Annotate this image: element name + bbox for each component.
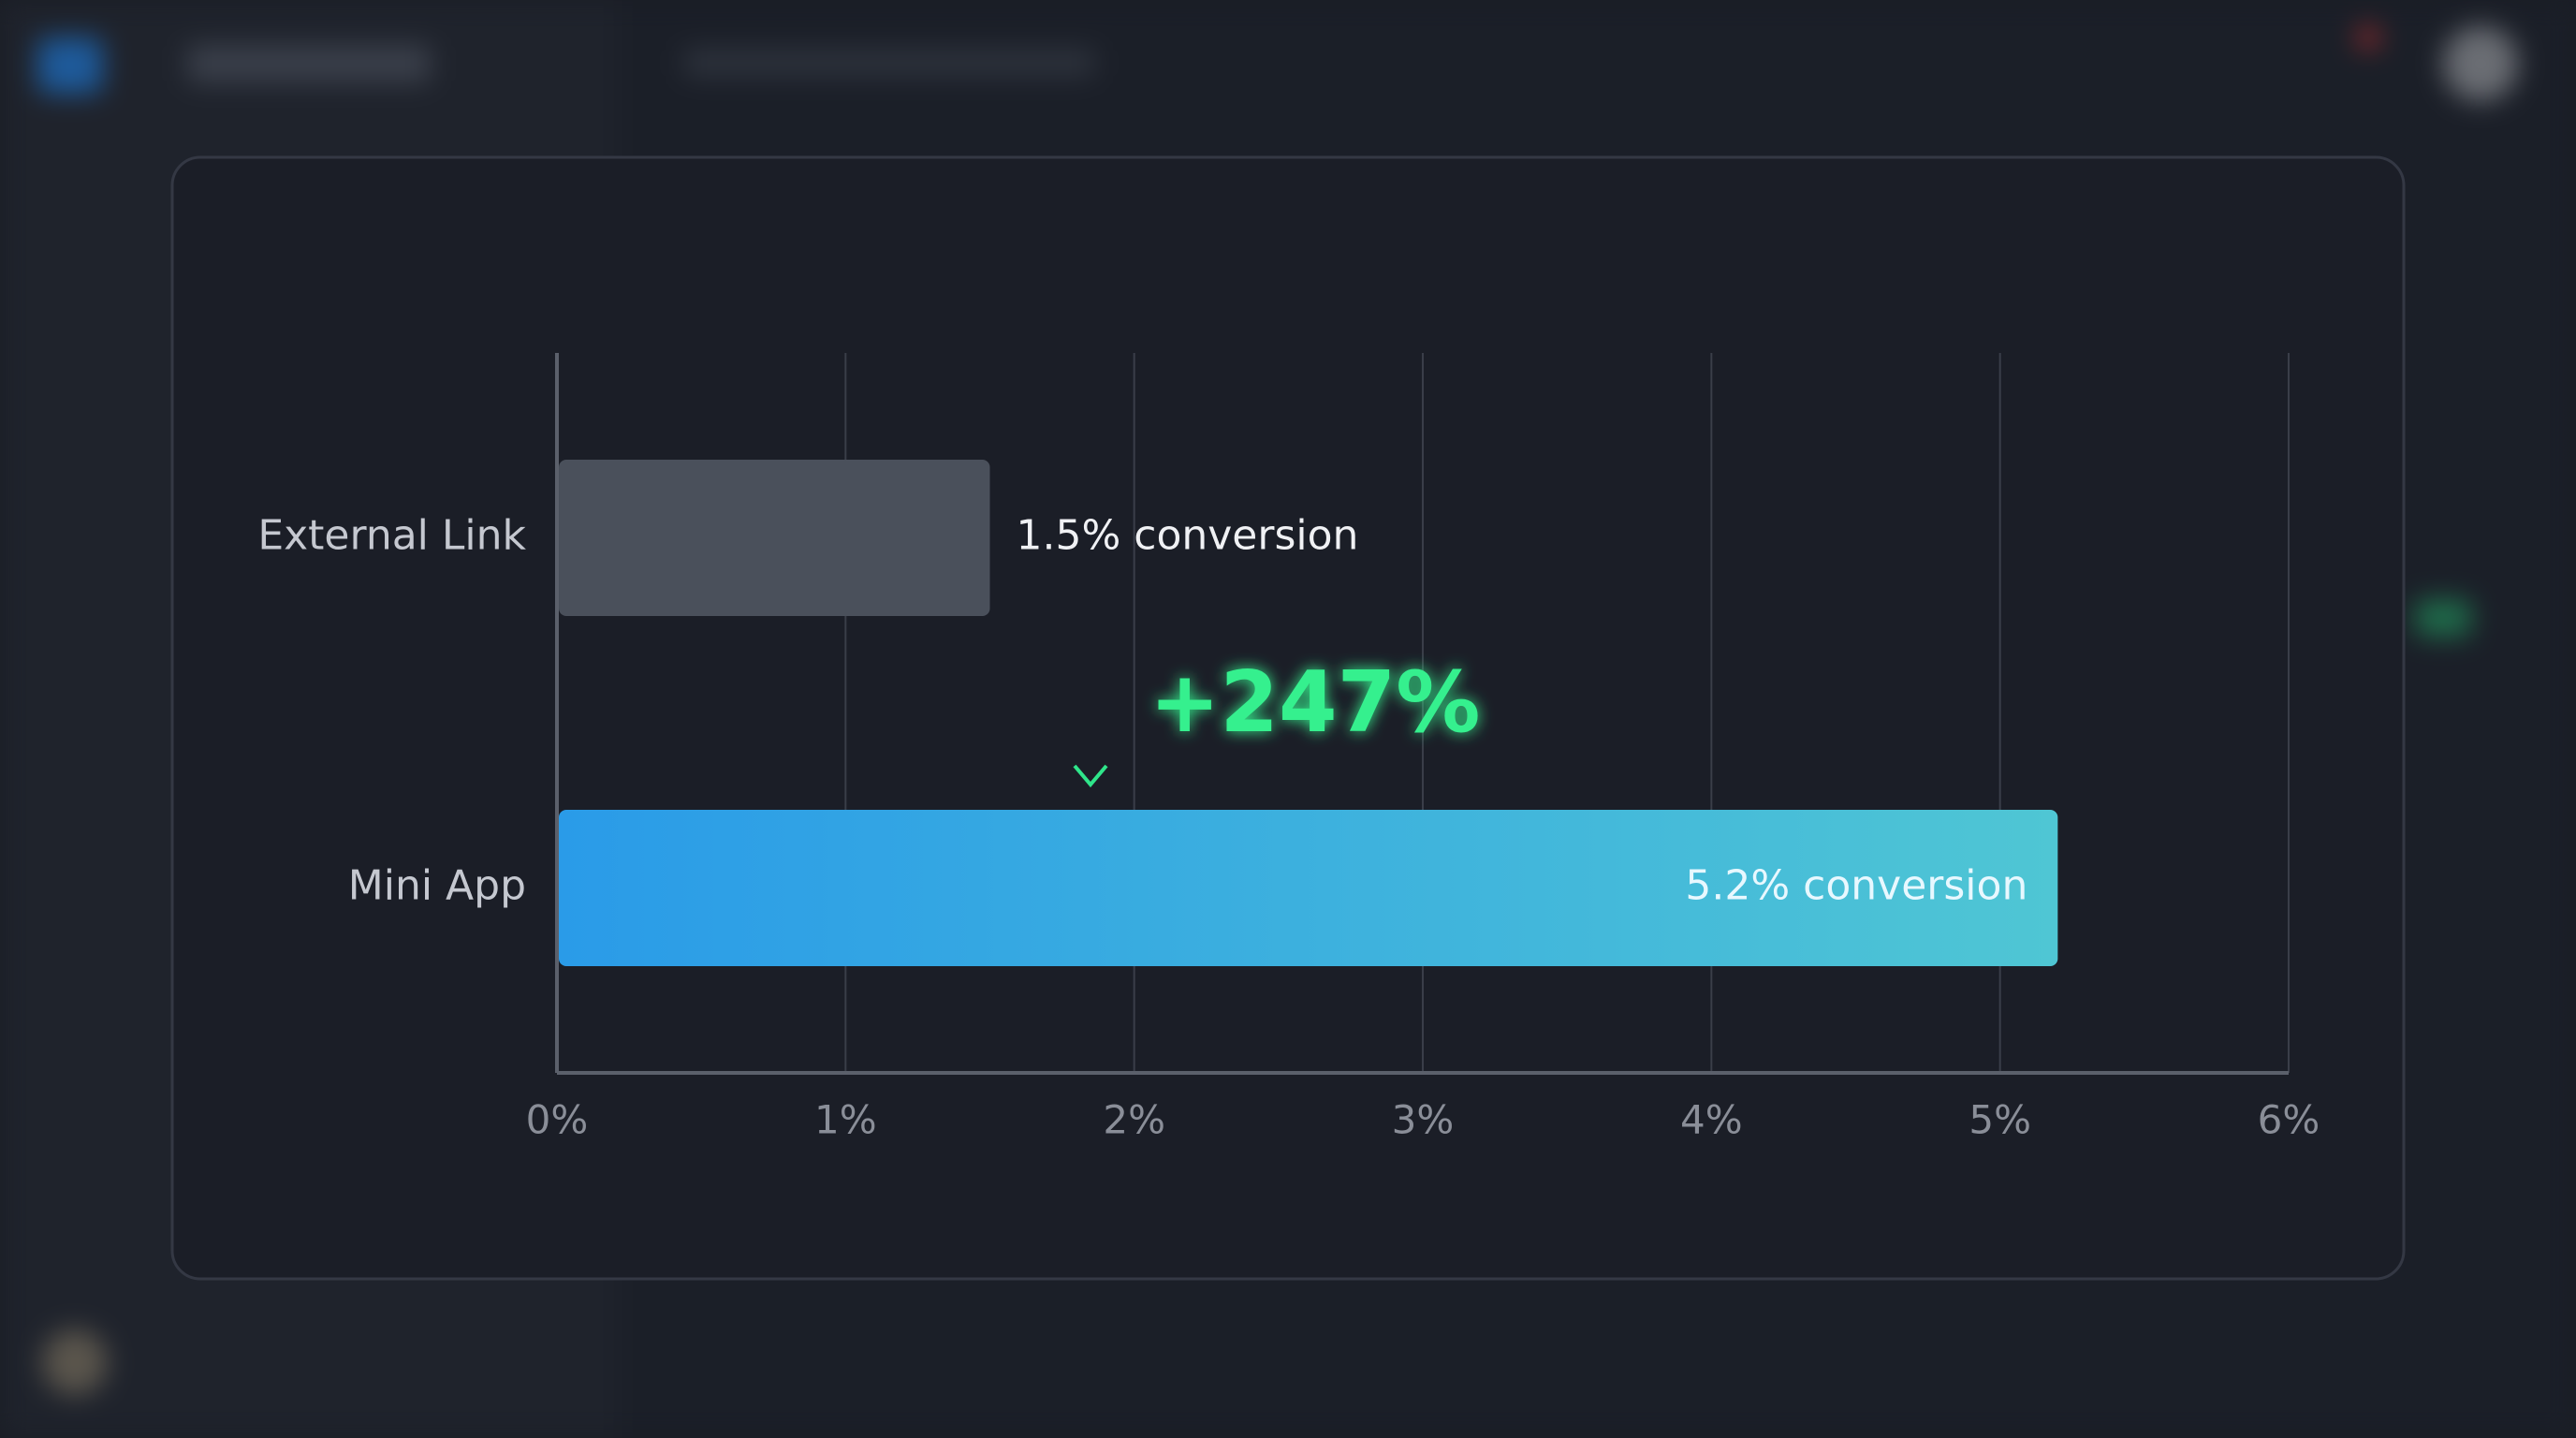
x-tick-label: 2% [1103,1097,1165,1143]
category-label: External Link [257,512,526,560]
arrow-head [1073,764,1108,788]
bar [559,810,2058,966]
x-tick-label: 1% [814,1097,877,1143]
x-tick-label: 0% [526,1097,589,1143]
x-tick-label: 6% [2258,1097,2320,1143]
category-label: Mini App [348,862,526,910]
value-label: 5.2% conversion [1685,862,2027,910]
x-tick-label: 5% [1969,1097,2031,1143]
chart-card [170,155,2406,1281]
value-label: 1.5% conversion [1017,512,1359,560]
annotation: +247% [1149,653,1480,752]
x-tick-label: 4% [1680,1097,1743,1143]
bar [559,460,990,616]
x-tick-label: 3% [1392,1097,1455,1143]
